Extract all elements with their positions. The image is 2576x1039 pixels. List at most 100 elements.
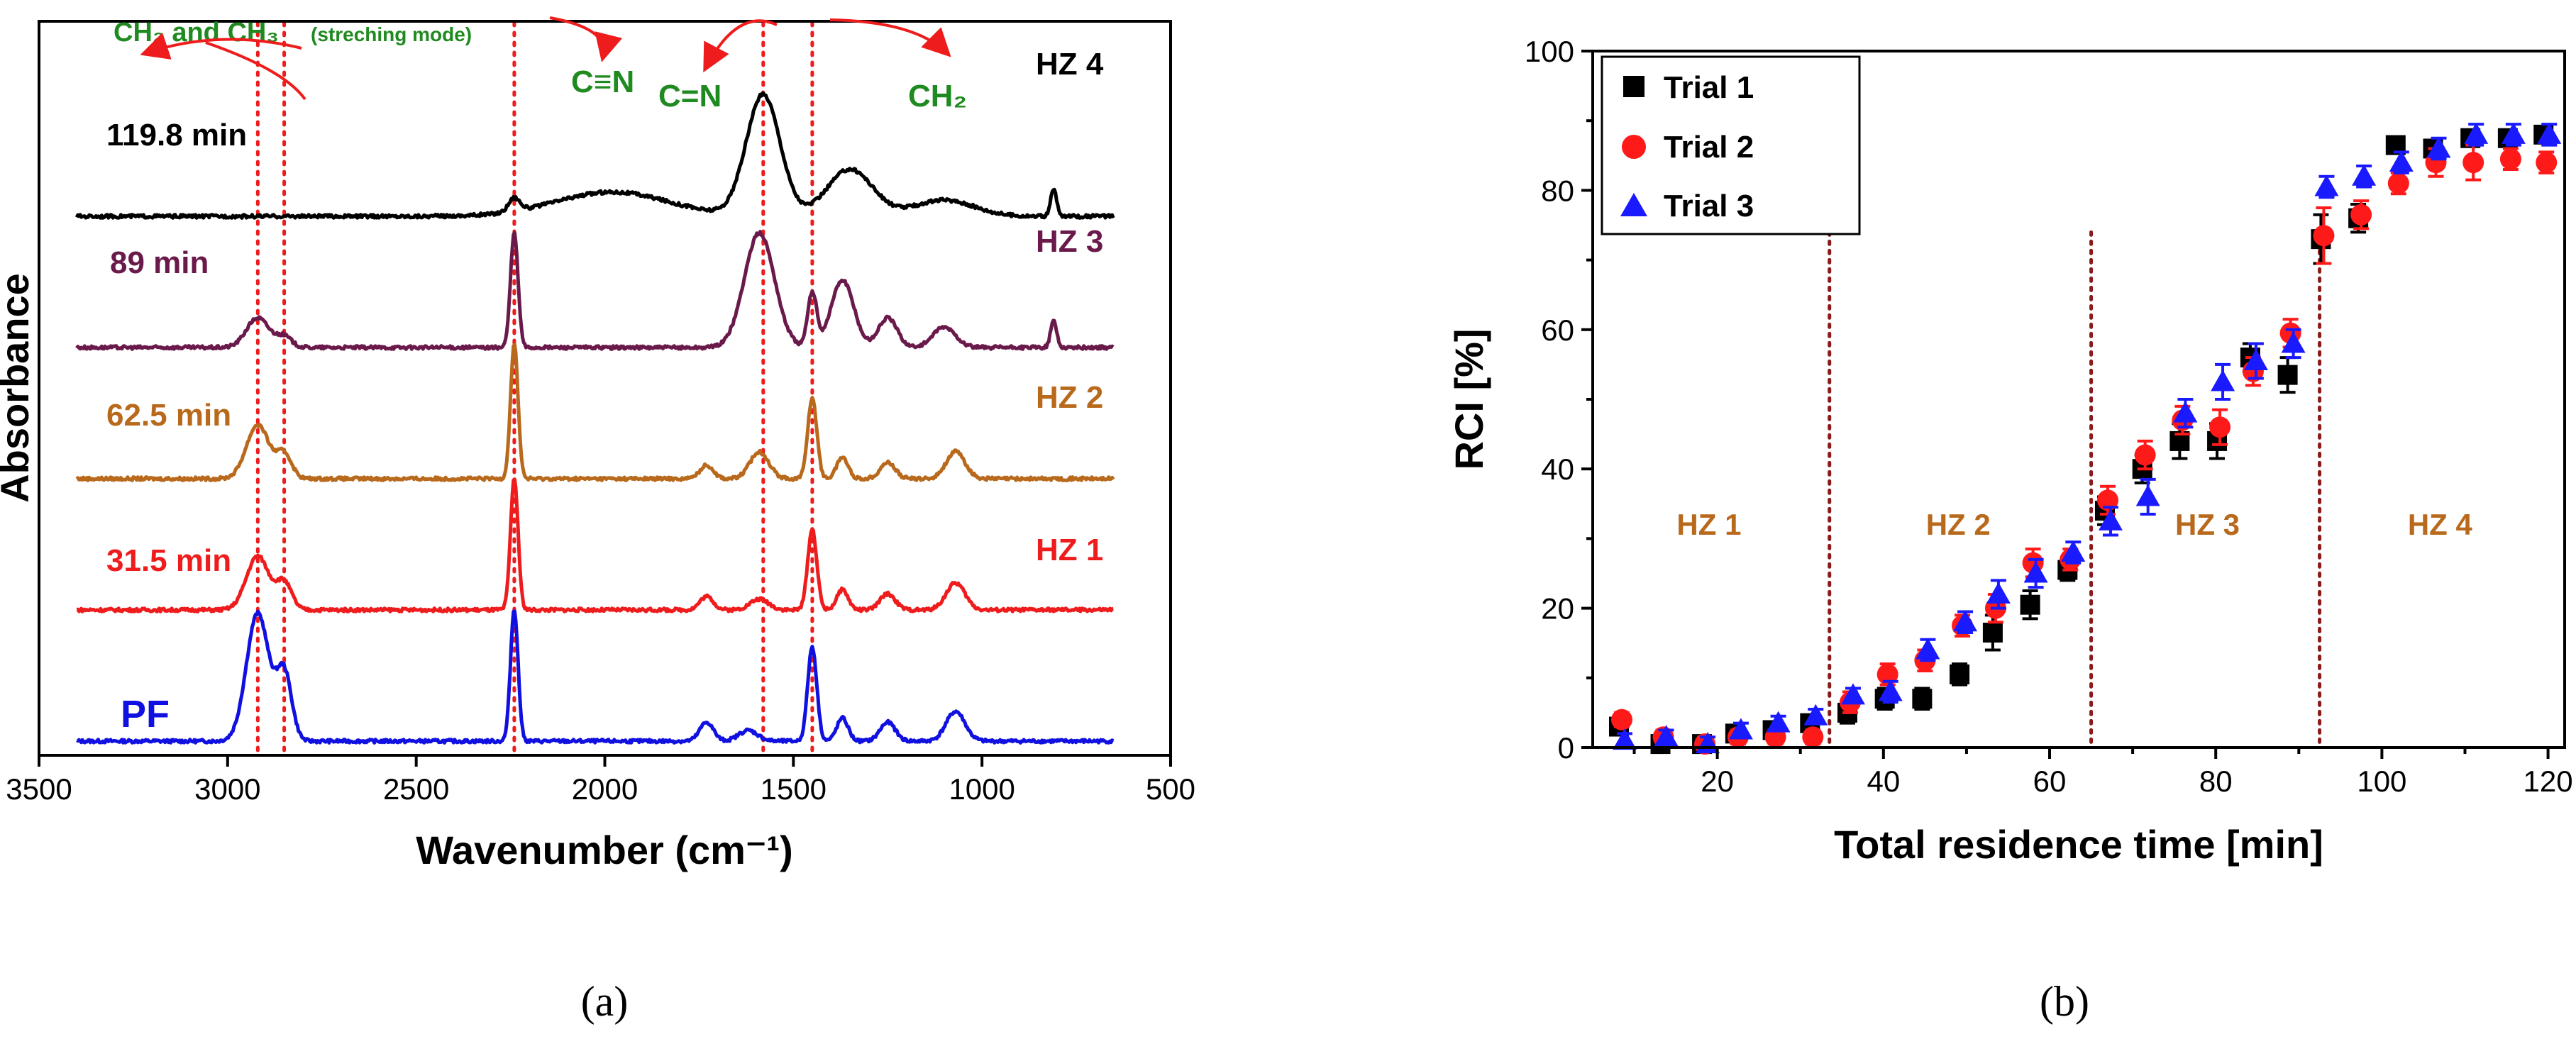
data-point [2061, 540, 2086, 562]
x-axis-ticks: 20 40 60 80 100 120 [1632, 748, 2573, 798]
data-point [1916, 638, 1940, 660]
data-point [2314, 174, 2339, 196]
data-point [1950, 664, 1970, 684]
arrow-cn-double [703, 19, 778, 73]
series-label-hz3-time: 89 min [110, 245, 209, 280]
data-point [2243, 348, 2268, 370]
data-point [2023, 561, 2048, 583]
spectrum-pf [76, 609, 1115, 745]
data-point [2020, 594, 2040, 615]
data-point [2462, 152, 2484, 174]
data-point [2389, 150, 2414, 172]
data-point [2096, 489, 2118, 511]
y-tick-label: 80 [1541, 174, 1574, 207]
legend-label-trial3: Trial 3 [1664, 189, 1754, 223]
data-point [1986, 582, 2011, 604]
x-tick-label: 120 [2524, 765, 2573, 798]
x-tick-label: 80 [2199, 765, 2233, 798]
panel-a-ftir-spectra: 3500 3000 2500 2000 1500 1000 500 Absorbance W… [0, 16, 1195, 1025]
y-axis-ticks: 0 20 40 60 80 100 [1525, 35, 1593, 765]
x-tick-label: 2500 [383, 772, 449, 806]
arrow-cn-triple [549, 16, 623, 62]
data-point [2281, 331, 2306, 353]
data-point [2537, 122, 2562, 144]
data-point [1912, 689, 1933, 709]
data-point [2135, 484, 2160, 506]
zone-boundaries [1828, 230, 2322, 748]
legend-label-trial2: Trial 2 [1664, 130, 1754, 165]
legend-marker-trial3 [1620, 193, 1647, 216]
data-point [1953, 610, 1978, 632]
y-tick-label: 40 [1541, 452, 1574, 486]
data-point [2426, 136, 2451, 158]
series-label-hz4: HZ 4 [1036, 47, 1104, 82]
zone-label-hz2: HZ 2 [1926, 508, 1991, 541]
y-tick-label: 20 [1541, 592, 1574, 626]
zone-label-hz4: HZ 4 [2408, 508, 2473, 541]
y-tick-label: 100 [1525, 35, 1574, 68]
spectrum-hz2 [75, 343, 1115, 482]
y-tick-label: 0 [1558, 731, 1574, 765]
data-point [1610, 709, 1632, 730]
data-point [2313, 225, 2335, 247]
annotation-ch2: CH₂ [908, 79, 967, 113]
data-point [1728, 718, 1753, 740]
rci-series [1608, 122, 2562, 755]
data-point [2277, 365, 2298, 385]
data-point [1876, 663, 1898, 685]
data-point [1654, 725, 1679, 747]
x-tick-label: 100 [2357, 765, 2406, 798]
data-point [1766, 711, 1791, 733]
data-point [2501, 122, 2526, 144]
panel-label-b: (b) [2040, 978, 2089, 1025]
zone-label-hz1: HZ 1 [1676, 508, 1741, 541]
data-point [2173, 401, 2198, 423]
series-label-hz1: HZ 1 [1036, 533, 1103, 567]
data-point [2134, 444, 2156, 466]
x-tick-label: 60 [2033, 765, 2067, 798]
series-label-hz4-time: 119.8 min [106, 118, 247, 152]
y-axis-title: RCI [%] [1447, 328, 1491, 470]
series-label-hz1-time: 31.5 min [106, 543, 231, 578]
series-trial-3 [1612, 122, 2562, 754]
data-point [1878, 679, 1903, 701]
annotation-cn-double: C=N [658, 79, 722, 113]
zone-label-hz3: HZ 3 [2175, 508, 2240, 541]
arrow-stretch-right [205, 41, 306, 101]
x-tick-label: 40 [1867, 765, 1900, 798]
legend-marker-trial2 [1622, 135, 1646, 159]
annotation-cn-triple: C≡N [571, 65, 634, 99]
spectrum-hz1 [76, 477, 1115, 613]
legend-marker-trial1 [1623, 76, 1644, 97]
x-tick-label: 3500 [6, 772, 72, 806]
x-tick-label: 1000 [949, 772, 1015, 806]
data-point [1982, 622, 2003, 643]
data-point [2209, 416, 2231, 438]
data-point [2098, 509, 2123, 530]
arrow-stretch-left [140, 32, 302, 60]
series-label-pf: PF [121, 693, 170, 735]
series-trial-2 [1610, 143, 2558, 755]
reference-lines [255, 21, 814, 756]
data-point [1612, 728, 1637, 750]
series-label-hz2: HZ 2 [1036, 380, 1103, 415]
x-tick-label: 2000 [572, 772, 638, 806]
data-point [1840, 683, 1865, 705]
spectrum-hz3 [75, 230, 1115, 351]
x-axis-ticks: 3500 3000 2500 2000 1500 1000 500 [6, 755, 1195, 806]
panel-b-rci-scatter: HZ 1 HZ 2 HZ 3 HZ 4 20 40 60 80 100 120 0 20 40… [1447, 35, 2573, 1025]
spectrum-hz4 [74, 91, 1115, 220]
x-axis-title: Wavenumber (cm⁻¹) [416, 828, 793, 872]
data-point [2464, 122, 2489, 144]
legend-label-trial1: Trial 1 [1664, 70, 1754, 105]
y-tick-label: 60 [1541, 313, 1574, 347]
x-tick-label: 1500 [761, 772, 827, 806]
data-point [2350, 204, 2372, 226]
spectra-series [74, 91, 1115, 745]
x-tick-label: 3000 [194, 772, 260, 806]
y-axis-title: Absorbance [0, 273, 37, 503]
x-tick-label: 20 [1701, 765, 1734, 798]
legend: Trial 1 Trial 2 Trial 3 [1601, 55, 1861, 235]
data-point [2352, 164, 2377, 186]
